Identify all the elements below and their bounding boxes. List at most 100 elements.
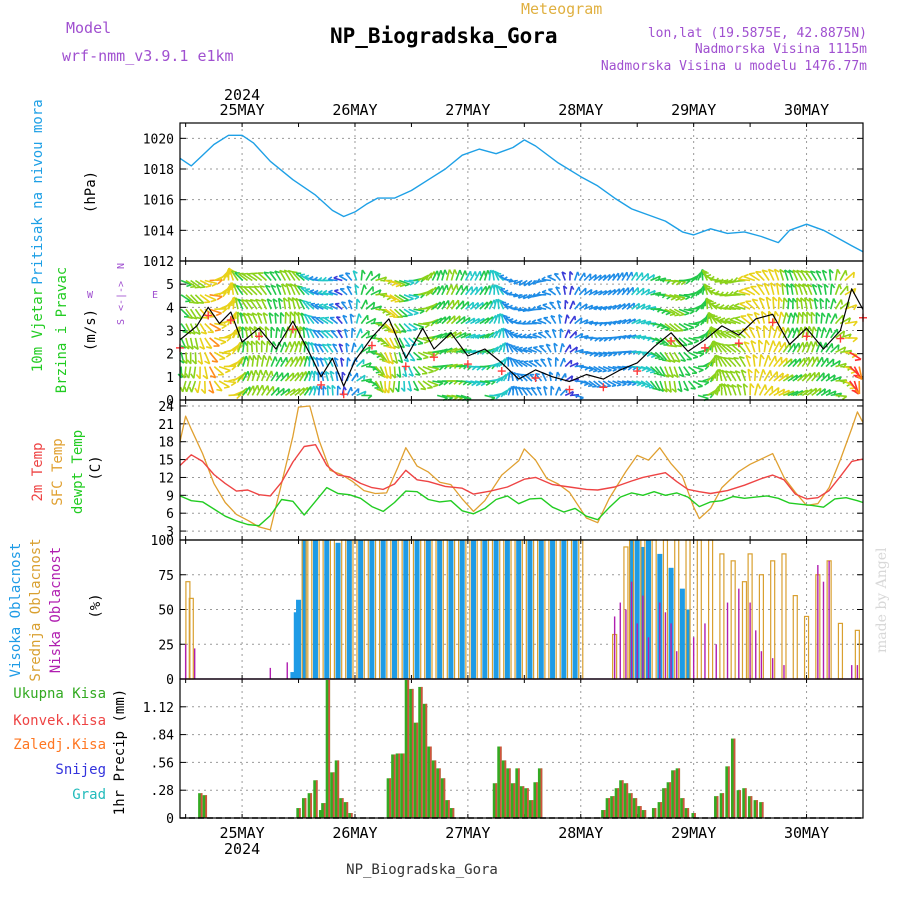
wind-barb-head bbox=[470, 271, 471, 276]
cloud-low-bar bbox=[727, 603, 728, 679]
wind-barb-head bbox=[572, 376, 573, 380]
wind-barb-head bbox=[443, 286, 444, 291]
wind-barb-head bbox=[256, 370, 258, 375]
wind-barb-head bbox=[391, 300, 396, 302]
cloud-mid-bar bbox=[522, 540, 526, 679]
wind-barb-head bbox=[413, 329, 418, 330]
ytick-label: 0 bbox=[166, 812, 174, 827]
wind-barb bbox=[560, 358, 564, 366]
ytick-label: 50 bbox=[158, 604, 174, 619]
precip-conv-bar bbox=[762, 802, 764, 818]
wind-barb-head bbox=[728, 358, 733, 359]
ytick-label: .84 bbox=[151, 729, 175, 744]
sfc-axis-label: SFC Temp bbox=[50, 438, 66, 505]
wind-barbs-group bbox=[178, 268, 862, 401]
wind-barb bbox=[189, 367, 191, 379]
wind-barb-head bbox=[212, 361, 218, 362]
precip-conv-bar bbox=[604, 810, 606, 818]
wind-barb-head bbox=[211, 300, 217, 302]
wind-barb-head bbox=[783, 327, 785, 332]
wind-barb bbox=[565, 315, 567, 324]
wind-barb-head bbox=[287, 357, 288, 362]
wind-barb-head bbox=[308, 316, 313, 317]
precip-conv-bar bbox=[310, 793, 312, 818]
wind-barb bbox=[836, 269, 838, 280]
xtick-label-bottom: 26MAY bbox=[332, 824, 377, 842]
wind-barb-head bbox=[548, 275, 552, 276]
wind-barb-head bbox=[424, 341, 429, 343]
wind-barb-head bbox=[685, 297, 689, 300]
wind-barb bbox=[570, 286, 572, 295]
cloud-mid-bar bbox=[308, 540, 312, 679]
wind-unit-label: (m/s) bbox=[83, 309, 99, 351]
cloud-low-bar bbox=[783, 665, 784, 679]
wind-barb-head bbox=[212, 284, 217, 287]
wind-barb-head bbox=[765, 385, 766, 391]
wind-barb-head bbox=[216, 313, 221, 315]
wind-barb bbox=[779, 312, 782, 324]
wind-barb bbox=[357, 329, 361, 338]
cloud-high-bar bbox=[426, 540, 431, 679]
wind-gust-marker bbox=[599, 383, 607, 391]
cloud-low-bar bbox=[270, 668, 271, 679]
wind-barb-head bbox=[832, 343, 833, 348]
wind-barb bbox=[281, 342, 285, 352]
dewpoint-line bbox=[180, 488, 863, 526]
ytick-label: 75 bbox=[158, 569, 174, 584]
ytick-label: 1012 bbox=[143, 255, 174, 270]
wind-barb-head bbox=[846, 270, 847, 275]
wind-barb bbox=[831, 314, 836, 324]
precip-conv-bar bbox=[305, 798, 307, 818]
wind-barb-head bbox=[527, 334, 531, 336]
wind-barb-head bbox=[405, 284, 410, 286]
wind-barb-head bbox=[434, 369, 439, 372]
wind-barb-head bbox=[344, 387, 346, 391]
wind-barb-head bbox=[830, 328, 832, 333]
wind-barb-head bbox=[366, 300, 367, 305]
wind-barb bbox=[456, 270, 460, 281]
wind-barb-head bbox=[532, 320, 536, 322]
wind-barb-head bbox=[310, 290, 314, 291]
precip-legend-item: Konvek.Kisa bbox=[13, 713, 106, 729]
wind-barb-head bbox=[414, 313, 419, 315]
wind-barb-head bbox=[450, 270, 452, 275]
precip-conv-bar bbox=[635, 798, 637, 818]
cloud-low-bar bbox=[738, 589, 739, 679]
ytick-label: 5 bbox=[166, 278, 174, 293]
wind-barb-head bbox=[824, 328, 826, 333]
wind-barb-head bbox=[608, 354, 612, 356]
wind-barb-head bbox=[603, 355, 607, 357]
wind-barb-head bbox=[217, 297, 222, 300]
wind-barb-head bbox=[319, 304, 323, 305]
cloud-low-bar bbox=[620, 603, 621, 679]
wind-axis-label-2: Brzina i Pravac bbox=[54, 267, 70, 393]
wind-barb bbox=[271, 357, 275, 367]
wind-barb-head bbox=[578, 272, 580, 276]
wind-barb-head bbox=[480, 271, 481, 276]
wind-barb-head bbox=[575, 316, 576, 320]
wind-barb-head bbox=[190, 387, 192, 392]
altitude-text: Nadmorska Visina 1115m bbox=[695, 42, 867, 57]
cloud-high-bar bbox=[471, 540, 476, 679]
ytick-label: 1014 bbox=[143, 224, 174, 239]
precip-legend-item: Zaledj.Kisa bbox=[13, 737, 106, 753]
wind-barb-head bbox=[768, 355, 770, 360]
wind-barb bbox=[821, 328, 824, 338]
precip-conv-bar bbox=[751, 796, 753, 818]
wind-barb-head bbox=[361, 329, 362, 334]
xtick-label-top: 28MAY bbox=[558, 101, 603, 119]
wind-barb-head bbox=[200, 287, 205, 288]
wind-barb-head bbox=[336, 317, 340, 318]
t2m-line bbox=[180, 445, 863, 499]
wind-barb bbox=[773, 297, 774, 309]
precip-conv-bar bbox=[452, 808, 454, 818]
precip-conv-bar bbox=[674, 770, 676, 818]
wind-barb-head bbox=[195, 287, 200, 288]
xtick-label-bottom: 27MAY bbox=[445, 824, 490, 842]
precip-conv-bar bbox=[622, 780, 624, 818]
wind-dir-s: S bbox=[116, 319, 127, 325]
wind-barb-head bbox=[379, 274, 380, 279]
wind-barb-head bbox=[510, 332, 514, 333]
wind-barb-head bbox=[215, 330, 221, 331]
precip-conv-bar bbox=[342, 798, 344, 818]
